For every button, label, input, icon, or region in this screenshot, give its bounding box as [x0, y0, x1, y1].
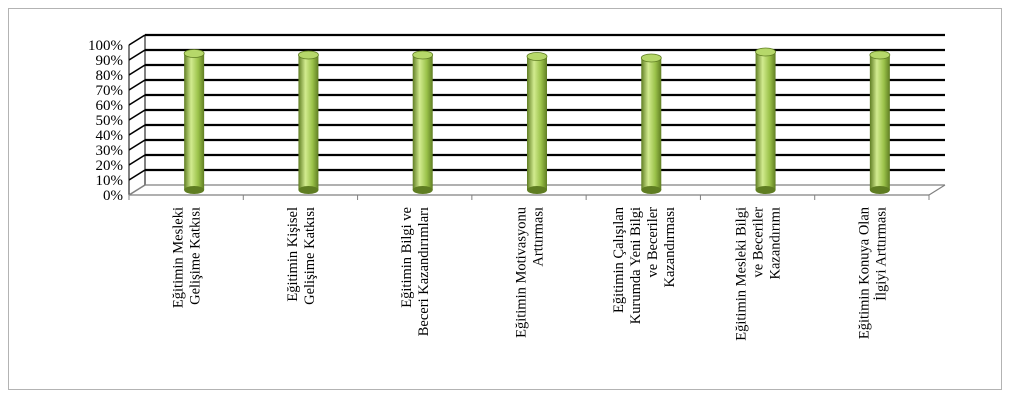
- cylinder-bar: [640, 53, 662, 194]
- y-tick-label: 100%: [88, 38, 123, 54]
- cylinder-top: [412, 50, 434, 60]
- y-tick-label: 40%: [96, 128, 124, 144]
- x-category-label-line: Eğitimin Motivasyonu: [514, 207, 530, 338]
- y-tick-label: 20%: [96, 158, 124, 174]
- x-category-label-line: Eğitimin Mesleki Bilgi: [734, 207, 750, 341]
- x-category-label-line: Kazandırımı: [768, 207, 784, 279]
- gridline-side: [128, 64, 146, 76]
- cylinder-base: [184, 186, 205, 194]
- x-category-label-line: ve Beceriler: [751, 207, 767, 278]
- cylinder-body: [641, 58, 662, 190]
- x-category-label-line: Arttırması: [531, 207, 547, 267]
- cylinder-top: [183, 49, 205, 58]
- y-axis-ticks: 0%10%20%30%40%50%60%70%80%90%100%: [88, 38, 123, 204]
- y-tick-label: 80%: [96, 68, 124, 84]
- cylinder-body: [412, 55, 433, 190]
- x-category-label-line: Kurumda Yeni Bilgi: [628, 207, 644, 324]
- cylinder-top: [526, 52, 548, 61]
- x-category-label: Eğitimin KişiselGelişime Katkısı: [285, 207, 318, 305]
- x-category-label-line: Beceri Kazandırımları: [416, 207, 432, 336]
- cylinder-bar: [869, 50, 891, 194]
- y-tick-label: 70%: [96, 83, 124, 99]
- cylinder-base: [298, 186, 319, 194]
- cylinder-base: [527, 186, 547, 194]
- cylinder-body: [527, 56, 547, 190]
- cylinder-body: [184, 53, 205, 190]
- gridline-side: [128, 49, 146, 61]
- x-category-label: Eğitimin MotivasyonuArttırması: [514, 207, 547, 338]
- x-category-label-line: Eğitimin Kişisel: [285, 207, 301, 302]
- bar-layer: [183, 47, 891, 194]
- y-tick-label: 90%: [96, 53, 124, 69]
- cylinder-top: [298, 50, 319, 60]
- cylinder-bar: [755, 47, 776, 194]
- gridline-side: [128, 184, 146, 196]
- gridline-side: [128, 109, 146, 121]
- x-category-label-line: Kazandırması: [662, 207, 678, 288]
- x-category-label-line: Eğitimin Konuya Olan: [856, 206, 872, 339]
- cylinder-bar: [183, 49, 205, 194]
- x-category-label-line: İlgiyi Arttırması: [873, 207, 889, 301]
- x-category-label-line: Gelişime Katkısı: [302, 207, 318, 305]
- cylinder-base: [869, 186, 890, 194]
- x-category-label-line: Gelişime Katkısı: [188, 207, 204, 305]
- cylinder-top: [755, 47, 776, 57]
- x-category-label-line: Eğitimin Mesleki: [171, 207, 187, 308]
- cylinder-bar: [412, 50, 434, 194]
- gridline-side: [128, 139, 146, 151]
- cylinder-bar-chart: 0%10%20%30%40%50%60%70%80%90%100% Eğitim…: [88, 33, 946, 341]
- gridline-side: [128, 79, 146, 91]
- cylinder-bar: [298, 50, 319, 194]
- x-category-label: Eğitimin MeslekiGelişime Katkısı: [171, 207, 204, 308]
- x-axis-ticks: Eğitimin MeslekiGelişime Katkısı Eğitimin…: [171, 206, 890, 340]
- y-tick-label: 0%: [103, 188, 123, 204]
- cylinder-top: [869, 50, 891, 60]
- cylinder-body: [755, 52, 776, 190]
- x-category-label-line: Eğitimin Çalışılan: [611, 206, 627, 313]
- cylinder-base: [641, 186, 662, 194]
- x-category-label-line: Eğitimin Bilgi ve: [399, 207, 415, 308]
- chart-frame: 0% 10% 20% 30% 40% 50% 60% 70% 80% 90% 100% Eğitim…: [8, 8, 1002, 390]
- cylinder-top: [640, 53, 662, 63]
- cylinder-base: [412, 186, 433, 194]
- gridline-side: [128, 154, 146, 166]
- gridline-side: [128, 34, 146, 46]
- x-category-label-line: ve Beceriler: [645, 207, 661, 278]
- y-tick-label: 60%: [96, 98, 124, 114]
- x-category-label: Eğitimin Mesleki Bilgive BecerilerKazand…: [734, 207, 784, 341]
- cylinder-base: [755, 186, 776, 194]
- x-category-label: Eğitimin Konuya Olanİlgiyi Arttırması: [856, 206, 889, 339]
- cylinder-bar: [526, 52, 548, 194]
- gridline-side: [128, 124, 146, 136]
- cylinder-body: [298, 55, 319, 190]
- gridline-side: [128, 169, 146, 181]
- cylinder-body: [869, 55, 890, 190]
- x-category-label: Eğitimin ÇalışılanKurumda Yeni Bilgive B…: [611, 206, 678, 324]
- y-tick-label: 10%: [96, 173, 124, 189]
- y-tick-label: 30%: [96, 143, 124, 159]
- x-category-label: Eğitimin Bilgi veBeceri Kazandırımları: [399, 207, 432, 336]
- gridline-side: [128, 94, 146, 106]
- floor-right-edge: [928, 184, 946, 196]
- y-tick-label: 50%: [96, 113, 124, 129]
